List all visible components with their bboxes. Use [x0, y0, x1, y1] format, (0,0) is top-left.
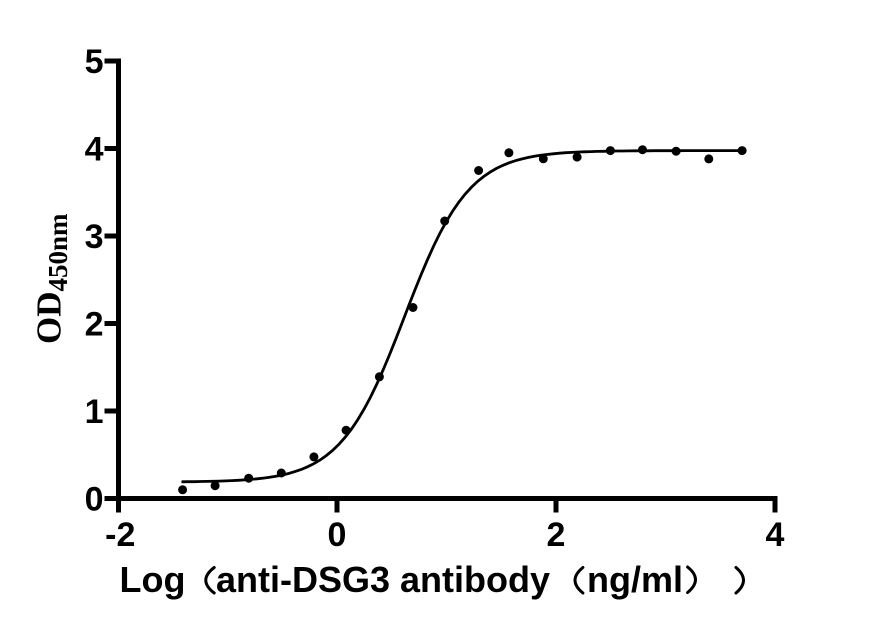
svg-text:2: 2: [85, 306, 104, 344]
svg-text:-2: -2: [105, 516, 135, 554]
svg-text:2: 2: [547, 516, 566, 554]
svg-text:0: 0: [85, 481, 104, 519]
svg-text:4: 4: [85, 131, 104, 169]
svg-text:3: 3: [85, 218, 104, 256]
svg-text:ng/ml: ng/ml: [587, 559, 683, 600]
svg-text:anti-DSG3 antibody: anti-DSG3 antibody: [216, 559, 550, 600]
svg-text:Log: Log: [120, 559, 186, 600]
svg-text:1: 1: [85, 393, 104, 431]
svg-text:5: 5: [85, 43, 104, 81]
svg-text:4: 4: [766, 516, 785, 554]
svg-text:0: 0: [328, 516, 347, 554]
